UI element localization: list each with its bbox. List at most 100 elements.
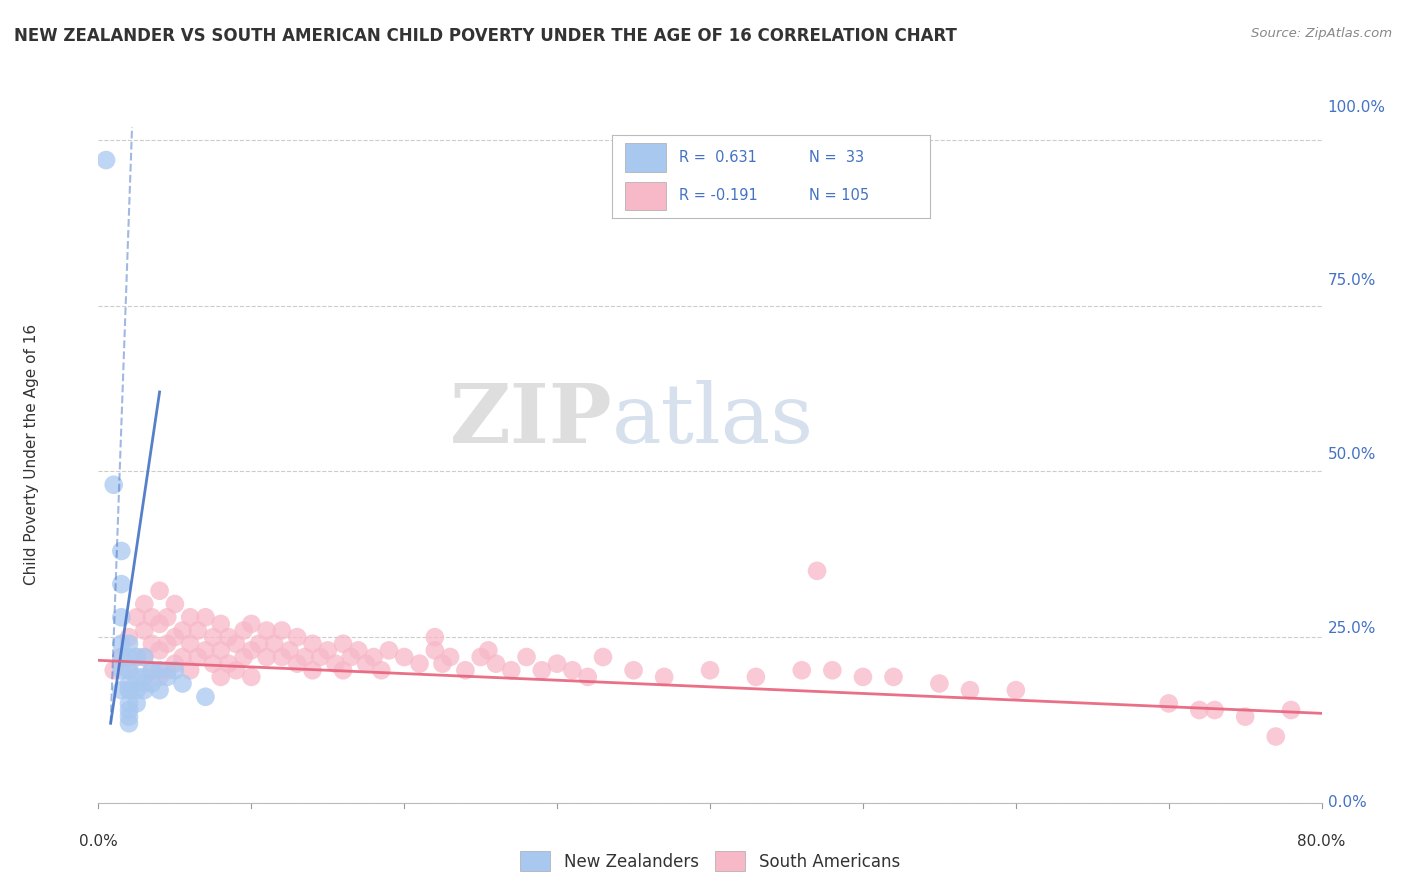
Point (332, 663, 354, 677)
Point (256, 624, 278, 638)
Point (134, 670, 156, 684)
Point (576, 670, 599, 684)
Point (217, 657, 239, 671)
Point (285, 630, 308, 644)
Point (134, 676, 156, 690)
Point (592, 650, 614, 665)
Point (125, 610, 148, 624)
Point (103, 477, 125, 491)
Point (172, 624, 194, 638)
Point (652, 670, 675, 684)
Point (118, 637, 141, 651)
Point (363, 650, 385, 665)
Point (278, 643, 301, 657)
Point (187, 650, 209, 665)
Point (209, 643, 232, 657)
Point (270, 650, 292, 665)
Point (141, 610, 163, 624)
Point (202, 657, 225, 671)
Point (240, 670, 263, 684)
Point (501, 663, 523, 677)
Point (134, 650, 156, 665)
Point (110, 650, 132, 665)
Point (156, 610, 179, 624)
Point (516, 650, 538, 665)
Point (959, 683, 981, 698)
Point (821, 663, 844, 677)
Point (125, 683, 148, 698)
Point (225, 663, 247, 677)
Point (209, 616, 232, 631)
Point (125, 650, 148, 665)
Point (370, 663, 392, 677)
Point (163, 597, 186, 611)
Point (623, 663, 645, 677)
Point (118, 716, 141, 731)
Text: 75.0%: 75.0% (1327, 274, 1376, 288)
Point (134, 650, 156, 665)
Point (325, 657, 347, 671)
Point (110, 610, 132, 624)
Point (163, 630, 186, 644)
Point (1204, 703, 1226, 717)
Point (561, 663, 583, 677)
Point (546, 657, 568, 671)
Text: NEW ZEALANDER VS SOUTH AMERICAN CHILD POVERTY UNDER THE AGE OF 16 CORRELATION CH: NEW ZEALANDER VS SOUTH AMERICAN CHILD PO… (14, 27, 957, 45)
Point (156, 670, 179, 684)
Point (110, 637, 132, 651)
Point (883, 670, 905, 684)
Point (1188, 703, 1211, 717)
Point (217, 630, 239, 644)
Text: 80.0%: 80.0% (1298, 834, 1346, 849)
Point (1004, 683, 1026, 698)
Point (354, 657, 377, 671)
Point (179, 663, 201, 677)
Point (408, 657, 430, 671)
Point (240, 643, 263, 657)
Point (125, 650, 148, 665)
Point (110, 544, 132, 558)
Text: 25.0%: 25.0% (1327, 622, 1376, 636)
Point (247, 637, 270, 651)
Legend: New Zealanders, South Americans: New Zealanders, South Americans (513, 845, 907, 878)
Point (699, 663, 721, 677)
Point (118, 697, 141, 711)
Point (439, 650, 461, 665)
Point (232, 650, 254, 665)
Point (163, 657, 186, 671)
Point (118, 650, 141, 665)
Point (928, 676, 950, 690)
Point (301, 663, 323, 677)
Point (309, 650, 332, 665)
Point (194, 643, 217, 657)
Point (172, 676, 194, 690)
Point (149, 663, 172, 677)
Point (530, 663, 553, 677)
Point (301, 637, 323, 651)
Text: 0.0%: 0.0% (1327, 796, 1367, 810)
Point (141, 637, 163, 651)
Point (163, 663, 186, 677)
Text: ZIP: ZIP (450, 380, 612, 460)
Point (156, 637, 179, 651)
Point (378, 643, 401, 657)
Point (125, 697, 148, 711)
Point (134, 624, 156, 638)
Point (118, 683, 141, 698)
Point (172, 650, 194, 665)
Point (1234, 709, 1257, 723)
Point (423, 643, 446, 657)
Point (256, 650, 278, 665)
Point (392, 650, 416, 665)
Point (134, 597, 156, 611)
Point (187, 624, 209, 638)
Point (156, 663, 179, 677)
Point (477, 643, 499, 657)
Point (149, 583, 172, 598)
Point (103, 663, 125, 677)
Point (194, 610, 217, 624)
Point (232, 624, 254, 638)
Point (745, 670, 768, 684)
Point (141, 663, 163, 677)
Point (94, 153, 117, 167)
